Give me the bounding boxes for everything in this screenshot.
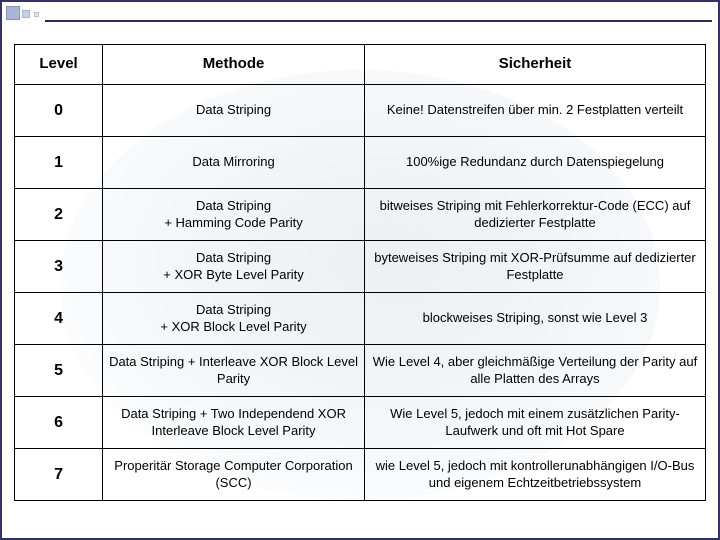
- cell-level: 3: [15, 241, 103, 293]
- table-row: 4 Data Striping+ XOR Block Level Parity …: [15, 293, 706, 345]
- cell-method: Data Striping + Interleave XOR Block Lev…: [103, 345, 365, 397]
- cell-security: byteweises Striping mit XOR-Prüfsumme au…: [365, 241, 706, 293]
- table-row: 6 Data Striping + Two Independend XOR In…: [15, 397, 706, 449]
- table-row: 1 Data Mirroring 100%ige Redundanz durch…: [15, 137, 706, 189]
- table-row: 7 Properitär Storage Computer Corporatio…: [15, 449, 706, 501]
- cell-level: 7: [15, 449, 103, 501]
- cell-security: wie Level 5, jedoch mit kontrollerunabhä…: [365, 449, 706, 501]
- cell-method: Properitär Storage Computer Corporation …: [103, 449, 365, 501]
- cell-security: 100%ige Redundanz durch Datenspiegelung: [365, 137, 706, 189]
- table-header-row: Level Methode Sicherheit: [15, 45, 706, 85]
- cell-security: bitweises Striping mit Fehlerkorrektur-C…: [365, 189, 706, 241]
- cell-security: Keine! Datenstreifen über min. 2 Festpla…: [365, 85, 706, 137]
- table-row: 2 Data Striping+ Hamming Code Parity bit…: [15, 189, 706, 241]
- top-divider: [45, 20, 712, 22]
- table-row: 0 Data Striping Keine! Datenstreifen übe…: [15, 85, 706, 137]
- col-header-level: Level: [15, 45, 103, 85]
- cell-method: Data Striping: [103, 85, 365, 137]
- col-header-security: Sicherheit: [365, 45, 706, 85]
- cell-method: Data Striping+ Hamming Code Parity: [103, 189, 365, 241]
- deco-square-icon: [6, 6, 20, 20]
- deco-square-icon: [22, 10, 30, 18]
- cell-level: 0: [15, 85, 103, 137]
- cell-security: Wie Level 4, aber gleichmäßige Verteilun…: [365, 345, 706, 397]
- deco-square-icon: [34, 12, 39, 17]
- cell-security: blockweises Striping, sonst wie Level 3: [365, 293, 706, 345]
- cell-level: 4: [15, 293, 103, 345]
- cell-method: Data Striping+ XOR Byte Level Parity: [103, 241, 365, 293]
- cell-method: Data Striping + Two Independend XOR Inte…: [103, 397, 365, 449]
- table-row: 3 Data Striping+ XOR Byte Level Parity b…: [15, 241, 706, 293]
- cell-security: Wie Level 5, jedoch mit einem zusätzlich…: [365, 397, 706, 449]
- table-row: 5 Data Striping + Interleave XOR Block L…: [15, 345, 706, 397]
- cell-level: 6: [15, 397, 103, 449]
- cell-level: 1: [15, 137, 103, 189]
- raid-levels-table: Level Methode Sicherheit 0 Data Striping…: [14, 44, 706, 501]
- col-header-method: Methode: [103, 45, 365, 85]
- cell-method: Data Striping+ XOR Block Level Parity: [103, 293, 365, 345]
- cell-method: Data Mirroring: [103, 137, 365, 189]
- cell-level: 5: [15, 345, 103, 397]
- cell-level: 2: [15, 189, 103, 241]
